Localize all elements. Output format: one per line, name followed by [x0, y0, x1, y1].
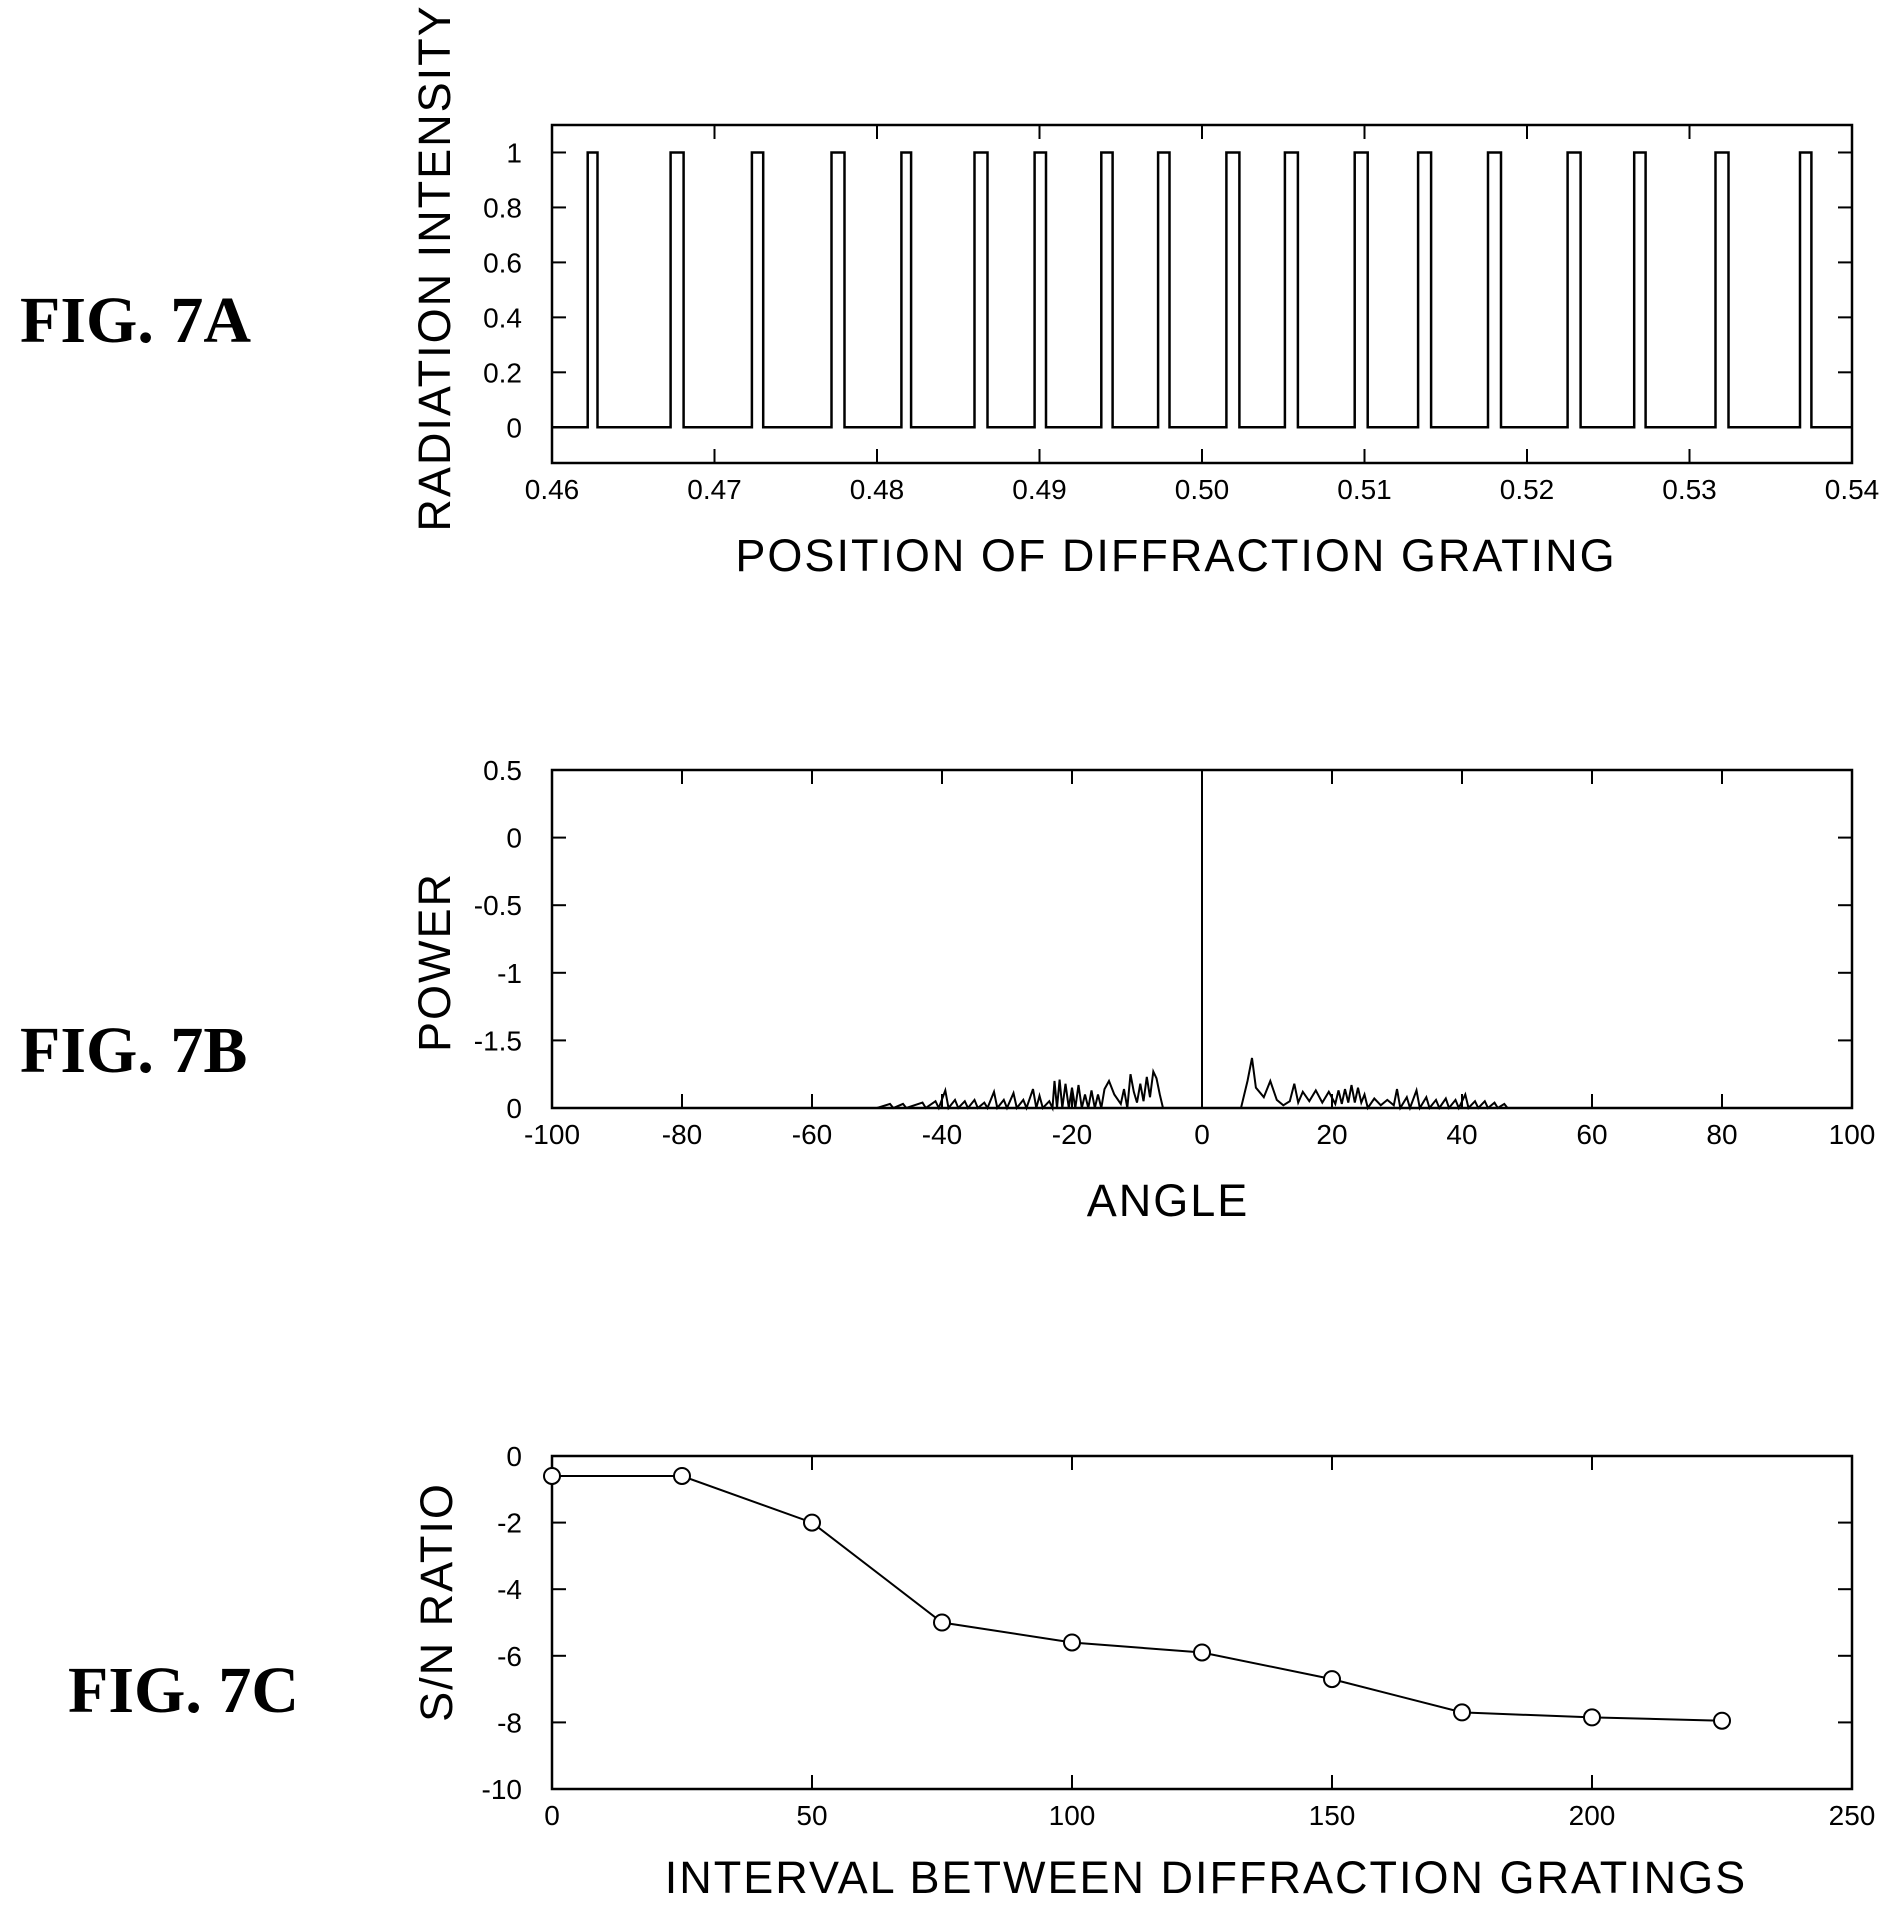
- x-tick-label-7c: 50: [796, 1800, 827, 1831]
- data-point-marker: [673, 1466, 691, 1485]
- data-point-marker: [1713, 1711, 1731, 1730]
- x-axis-title-7b: ANGLE: [1087, 1175, 1250, 1226]
- ticks-7a: 0.46 0.47 0.48 0.49 0.50 0.51 0.52 0.53 0.54 0 0.2…: [483, 125, 1879, 505]
- y-axis-title-7b: POWER: [409, 872, 460, 1052]
- x-tick-label-7a: 0.53: [1662, 474, 1717, 505]
- x-tick-label-7a: 0.51: [1337, 474, 1392, 505]
- x-tick-label-7a: 0.47: [687, 474, 742, 505]
- y-tick-label-7c: -8: [497, 1707, 522, 1738]
- y-tick-label-7c: 0: [506, 1441, 522, 1472]
- x-tick-label-7b: 0: [1194, 1119, 1210, 1150]
- x-tick-label-7b: 20: [1316, 1119, 1347, 1150]
- x-tick-label-7a: 0.50: [1175, 474, 1230, 505]
- x-axis-title-7c: INTERVAL BETWEEN DIFFRACTION GRATINGS: [665, 1852, 1747, 1903]
- x-tick-label-7b: 100: [1829, 1119, 1876, 1150]
- figure-7a-label: FIG. 7A: [20, 284, 251, 357]
- y-tick-label-7b: -1.5: [474, 1025, 522, 1056]
- x-tick-label-7b: 80: [1706, 1119, 1737, 1150]
- y-tick-label-7b: -0.5: [474, 890, 522, 921]
- y-tick-label-7b: 0: [506, 823, 522, 854]
- plot-frame-7c: [550, 1454, 1854, 1791]
- figure-7b: FIG. 7B -100 -80 -60 -40 -20 0 20 40 60 80 100 0.5 0…: [20, 755, 1875, 1226]
- data-point-marker: [1323, 1670, 1341, 1689]
- data-point-marker: [1453, 1703, 1471, 1722]
- x-tick-label-7b: -40: [922, 1119, 962, 1150]
- data-point-marker: [1193, 1643, 1211, 1662]
- y-tick-label-7b: 0: [506, 1093, 522, 1124]
- x-tick-label-7b: 40: [1446, 1119, 1477, 1150]
- y-tick-label-7c: -10: [482, 1774, 522, 1805]
- y-axis-title-7c: S/N RATIO: [411, 1482, 462, 1722]
- x-tick-label-7a: 0.52: [1500, 474, 1555, 505]
- figure-7a: FIG. 7A 0.46 0.47 0.48 0.49 0.50 0.51 0.52 0.53…: [20, 4, 1879, 581]
- ticks-7c: 0 50 100 150 200 250 0 -2 -4 -6 -8 -10: [482, 1441, 1876, 1831]
- figure-7c: FIG. 7C 0 50 100 150 200 250 0 -2 -4 -6 -8 -10 INTE…: [68, 1441, 1875, 1903]
- sn-ratio-line-7c: [552, 1475, 1723, 1722]
- data-point-marker: [1063, 1633, 1081, 1652]
- y-tick-label-7c: -4: [497, 1574, 522, 1605]
- y-axis-title-7a: RADIATION INTENSITY: [409, 4, 460, 531]
- x-tick-label-7a: 0.54: [1825, 474, 1880, 505]
- x-tick-label-7c: 200: [1569, 1800, 1616, 1831]
- x-tick-label-7b: 60: [1576, 1119, 1607, 1150]
- y-tick-label-7a: 0.2: [483, 357, 522, 388]
- x-tick-label-7b: -80: [662, 1119, 702, 1150]
- x-tick-label-7b: -60: [792, 1119, 832, 1150]
- x-tick-label-7a: 0.46: [525, 474, 580, 505]
- y-tick-label-7b: 0.5: [483, 755, 522, 786]
- x-tick-label-7b: -100: [524, 1119, 580, 1150]
- y-tick-label-7a: 0: [506, 412, 522, 443]
- y-tick-label-7a: 0.4: [483, 302, 522, 333]
- x-tick-label-7b: -20: [1052, 1119, 1092, 1150]
- data-point-marker: [803, 1513, 821, 1532]
- sn-ratio-markers-7c: [543, 1466, 1731, 1730]
- ticks-7b: -100 -80 -60 -40 -20 0 20 40 60 80 100 0.5 0 -0.5 -1 -1…: [474, 755, 1876, 1150]
- plot-frame-7a: [550, 123, 1854, 465]
- y-tick-label-7c: -6: [497, 1641, 522, 1672]
- y-tick-label-7a: 1: [506, 137, 522, 168]
- x-tick-label-7c: 0: [544, 1800, 560, 1831]
- data-point-marker: [1583, 1708, 1601, 1727]
- y-tick-label-7a: 0.6: [483, 247, 522, 278]
- y-tick-label-7c: -2: [497, 1508, 522, 1539]
- y-tick-label-7a: 0.8: [483, 192, 522, 223]
- x-tick-label-7c: 250: [1829, 1800, 1876, 1831]
- x-axis-title-7a: POSITION OF DIFFRACTION GRATING: [735, 530, 1616, 581]
- y-tick-label-7b: -1: [497, 958, 522, 989]
- x-tick-label-7a: 0.49: [1012, 474, 1067, 505]
- power-line-7b: [552, 770, 1852, 1112]
- x-tick-label-7a: 0.48: [850, 474, 905, 505]
- x-tick-label-7c: 150: [1309, 1800, 1356, 1831]
- x-tick-label-7c: 100: [1049, 1800, 1096, 1831]
- figure-7c-label: FIG. 7C: [68, 1654, 299, 1727]
- intensity-line-7a: [552, 151, 1852, 429]
- data-point-marker: [933, 1613, 951, 1632]
- figure-7b-label: FIG. 7B: [20, 1014, 247, 1087]
- data-point-marker: [543, 1466, 561, 1485]
